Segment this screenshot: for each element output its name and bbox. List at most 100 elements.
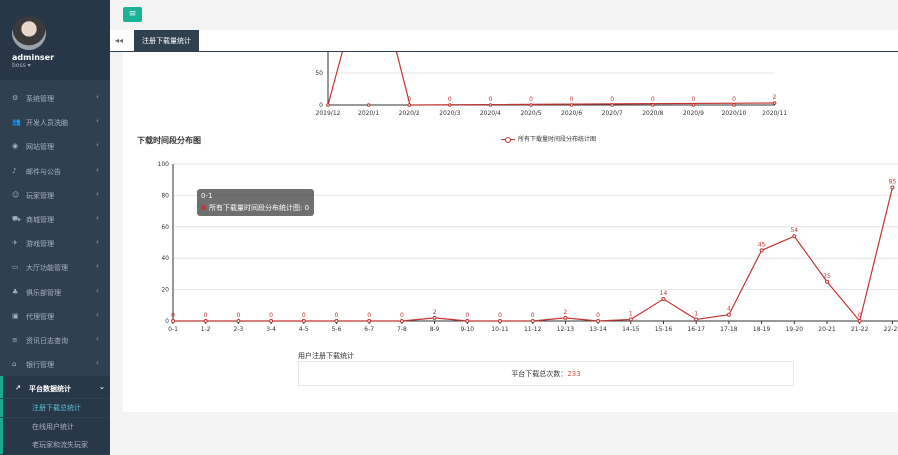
sidebar-item-11[interactable]: ⌂ 银行管理 ‹ (0, 352, 110, 376)
sidebar-item-5[interactable]: ⛟ 商城管理 ‹ (0, 207, 110, 231)
top-point (488, 103, 493, 107)
data-point (694, 317, 699, 322)
data-point (890, 185, 895, 190)
username[interactable]: adminser (12, 53, 55, 62)
data-label: 54 (790, 227, 798, 234)
data-point (171, 319, 175, 323)
bank-icon: ⌂ (12, 360, 17, 369)
top-bar: ≡ (110, 0, 898, 30)
data-label: 0 (302, 312, 306, 319)
chart-tooltip: 0-1 所有下载量时间段分布统计图: 0 (197, 189, 314, 216)
data-label: 25 (823, 273, 831, 280)
top-point (691, 103, 696, 107)
data-point (269, 319, 274, 323)
user-role-dropdown[interactable]: boss ▾ (12, 62, 31, 69)
data-label: 0 (498, 312, 502, 319)
data-label: 2 (563, 309, 567, 316)
chevron-left-icon: ‹ (96, 141, 99, 150)
x-tick-label: 22-23 (884, 326, 898, 333)
top-data-label: 0 (732, 96, 736, 103)
data-label: 1 (694, 310, 698, 317)
top-x-tick-label: 2020/5 (520, 110, 541, 117)
top-point (569, 103, 574, 107)
sidebar-item-1[interactable]: 👥 开发人员洗脑 ‹ (0, 110, 110, 134)
sidebar-item-7[interactable]: ▭ 大厅功能管理 ‹ (0, 255, 110, 279)
avatar[interactable] (12, 16, 46, 50)
top-y-tick-label: 50 (315, 70, 323, 77)
top-point (610, 103, 615, 107)
sidebar-item-label: 大厅功能管理 (26, 264, 68, 273)
top-point (448, 103, 452, 107)
top-data-label: 0 (691, 96, 695, 103)
briefcase-icon: ▣ (12, 311, 19, 320)
tab-scroll-left-icon[interactable]: ◂◂ (115, 36, 124, 45)
sidebar-item-0[interactable]: ⚙ 系统管理 ‹ (0, 86, 110, 110)
sidebar-item-3[interactable]: ♪ 邮件与公告 ‹ (0, 159, 110, 183)
x-tick-label: 8-9 (430, 326, 440, 333)
sidebar-item-label: 邮件与公告 (26, 167, 61, 176)
x-tick-label: 12-13 (557, 326, 575, 333)
x-tick-label: 6-7 (364, 326, 374, 333)
chevron-left-icon: ‹ (96, 359, 99, 368)
menu-toggle-button[interactable]: ≡ (123, 7, 142, 22)
top-x-tick-label: 2020/4 (480, 110, 501, 117)
y-tick-label: 40 (161, 255, 169, 262)
summary-label: 平台下载总次数： (511, 370, 568, 378)
sidebar-subitem-2[interactable]: 老玩家和流失玩家 (0, 436, 110, 454)
sidebar-item-platform-stats[interactable]: ↗ 平台数据统计 ⌄ (0, 376, 110, 398)
sidebar-item-label: 商城管理 (26, 216, 54, 224)
bell-icon: ♪ (12, 166, 17, 175)
top-data-label: 0 (610, 96, 614, 103)
data-point (759, 248, 764, 253)
tab-bar: ◂◂ 注册下载量统计 (110, 30, 898, 52)
data-point (628, 317, 633, 322)
top-point (732, 103, 736, 107)
top-x-tick-label: 2020/11 (762, 110, 787, 117)
data-point (334, 319, 339, 323)
sidebar-item-10[interactable]: ≡ 资讯日志查询 ‹ (0, 328, 110, 352)
x-tick-label: 9-10 (460, 326, 474, 333)
x-tick-label: 11-12 (524, 326, 542, 333)
x-tick-label: 1-2 (201, 326, 211, 333)
chevron-left-icon: ‹ (96, 262, 99, 271)
sidebar-subitem-0[interactable]: 注册下载总统计 (0, 399, 110, 417)
sidebar-item-label: 代理管理 (26, 312, 54, 321)
top-x-tick-label: 2020/3 (439, 110, 460, 117)
sidebar-item-9[interactable]: ▣ 代理管理 ‹ (0, 304, 110, 328)
sidebar-item-label: 玩家管理 (26, 191, 54, 200)
sidebar-item-label: 游戏管理 (26, 240, 54, 249)
data-label: 0 (367, 312, 371, 319)
sidebar-item-4[interactable]: ☺ 玩家管理 ‹ (0, 183, 110, 207)
x-tick-label: 17-18 (720, 326, 738, 333)
chevron-down-icon: ⌄ (99, 383, 105, 391)
sidebar-item-2[interactable]: ◉ 网站管理 ‹ (0, 134, 110, 158)
chart-legend[interactable]: 所有下载量时间段分布统计图 (501, 134, 596, 143)
top-x-tick-label: 2020/6 (561, 110, 582, 117)
sidebar-item-8[interactable]: ♣ 俱乐部管理 ‹ (0, 280, 110, 304)
top-y-tick-label: 0 (319, 102, 323, 109)
sidebar-subitem-1[interactable]: 在线用户统计 (0, 417, 110, 436)
data-point (825, 279, 829, 284)
x-tick-label: 4-5 (299, 326, 309, 333)
sidebar-item-label: 开发人员洗脑 (26, 119, 68, 128)
user-icon: ☺ (12, 190, 20, 199)
top-point (651, 103, 655, 107)
tab-register-download-stats[interactable]: 注册下载量统计 (134, 30, 199, 52)
chevron-left-icon: ‹ (96, 165, 99, 174)
top-point (407, 103, 412, 107)
y-tick-label: 100 (158, 161, 170, 168)
chevron-left-icon: ‹ (96, 93, 99, 101)
data-point (563, 315, 568, 320)
chevron-left-icon: ‹ (96, 335, 99, 343)
data-point (661, 297, 666, 302)
legend-label: 所有下载量时间段分布统计图 (518, 136, 597, 143)
top-x-tick-label: 2020/7 (602, 110, 623, 117)
x-tick-label: 10-11 (491, 326, 509, 333)
top-data-label: 0 (448, 96, 452, 103)
top-series-line (327, 52, 776, 106)
sidebar-item-6[interactable]: ✈ 游戏管理 ‹ (0, 231, 110, 255)
chevron-left-icon: ‹ (96, 310, 99, 319)
sidebar-subitem-label: 在线用户统计 (32, 422, 74, 431)
sidebar-item-label: 系统管理 (26, 95, 54, 103)
